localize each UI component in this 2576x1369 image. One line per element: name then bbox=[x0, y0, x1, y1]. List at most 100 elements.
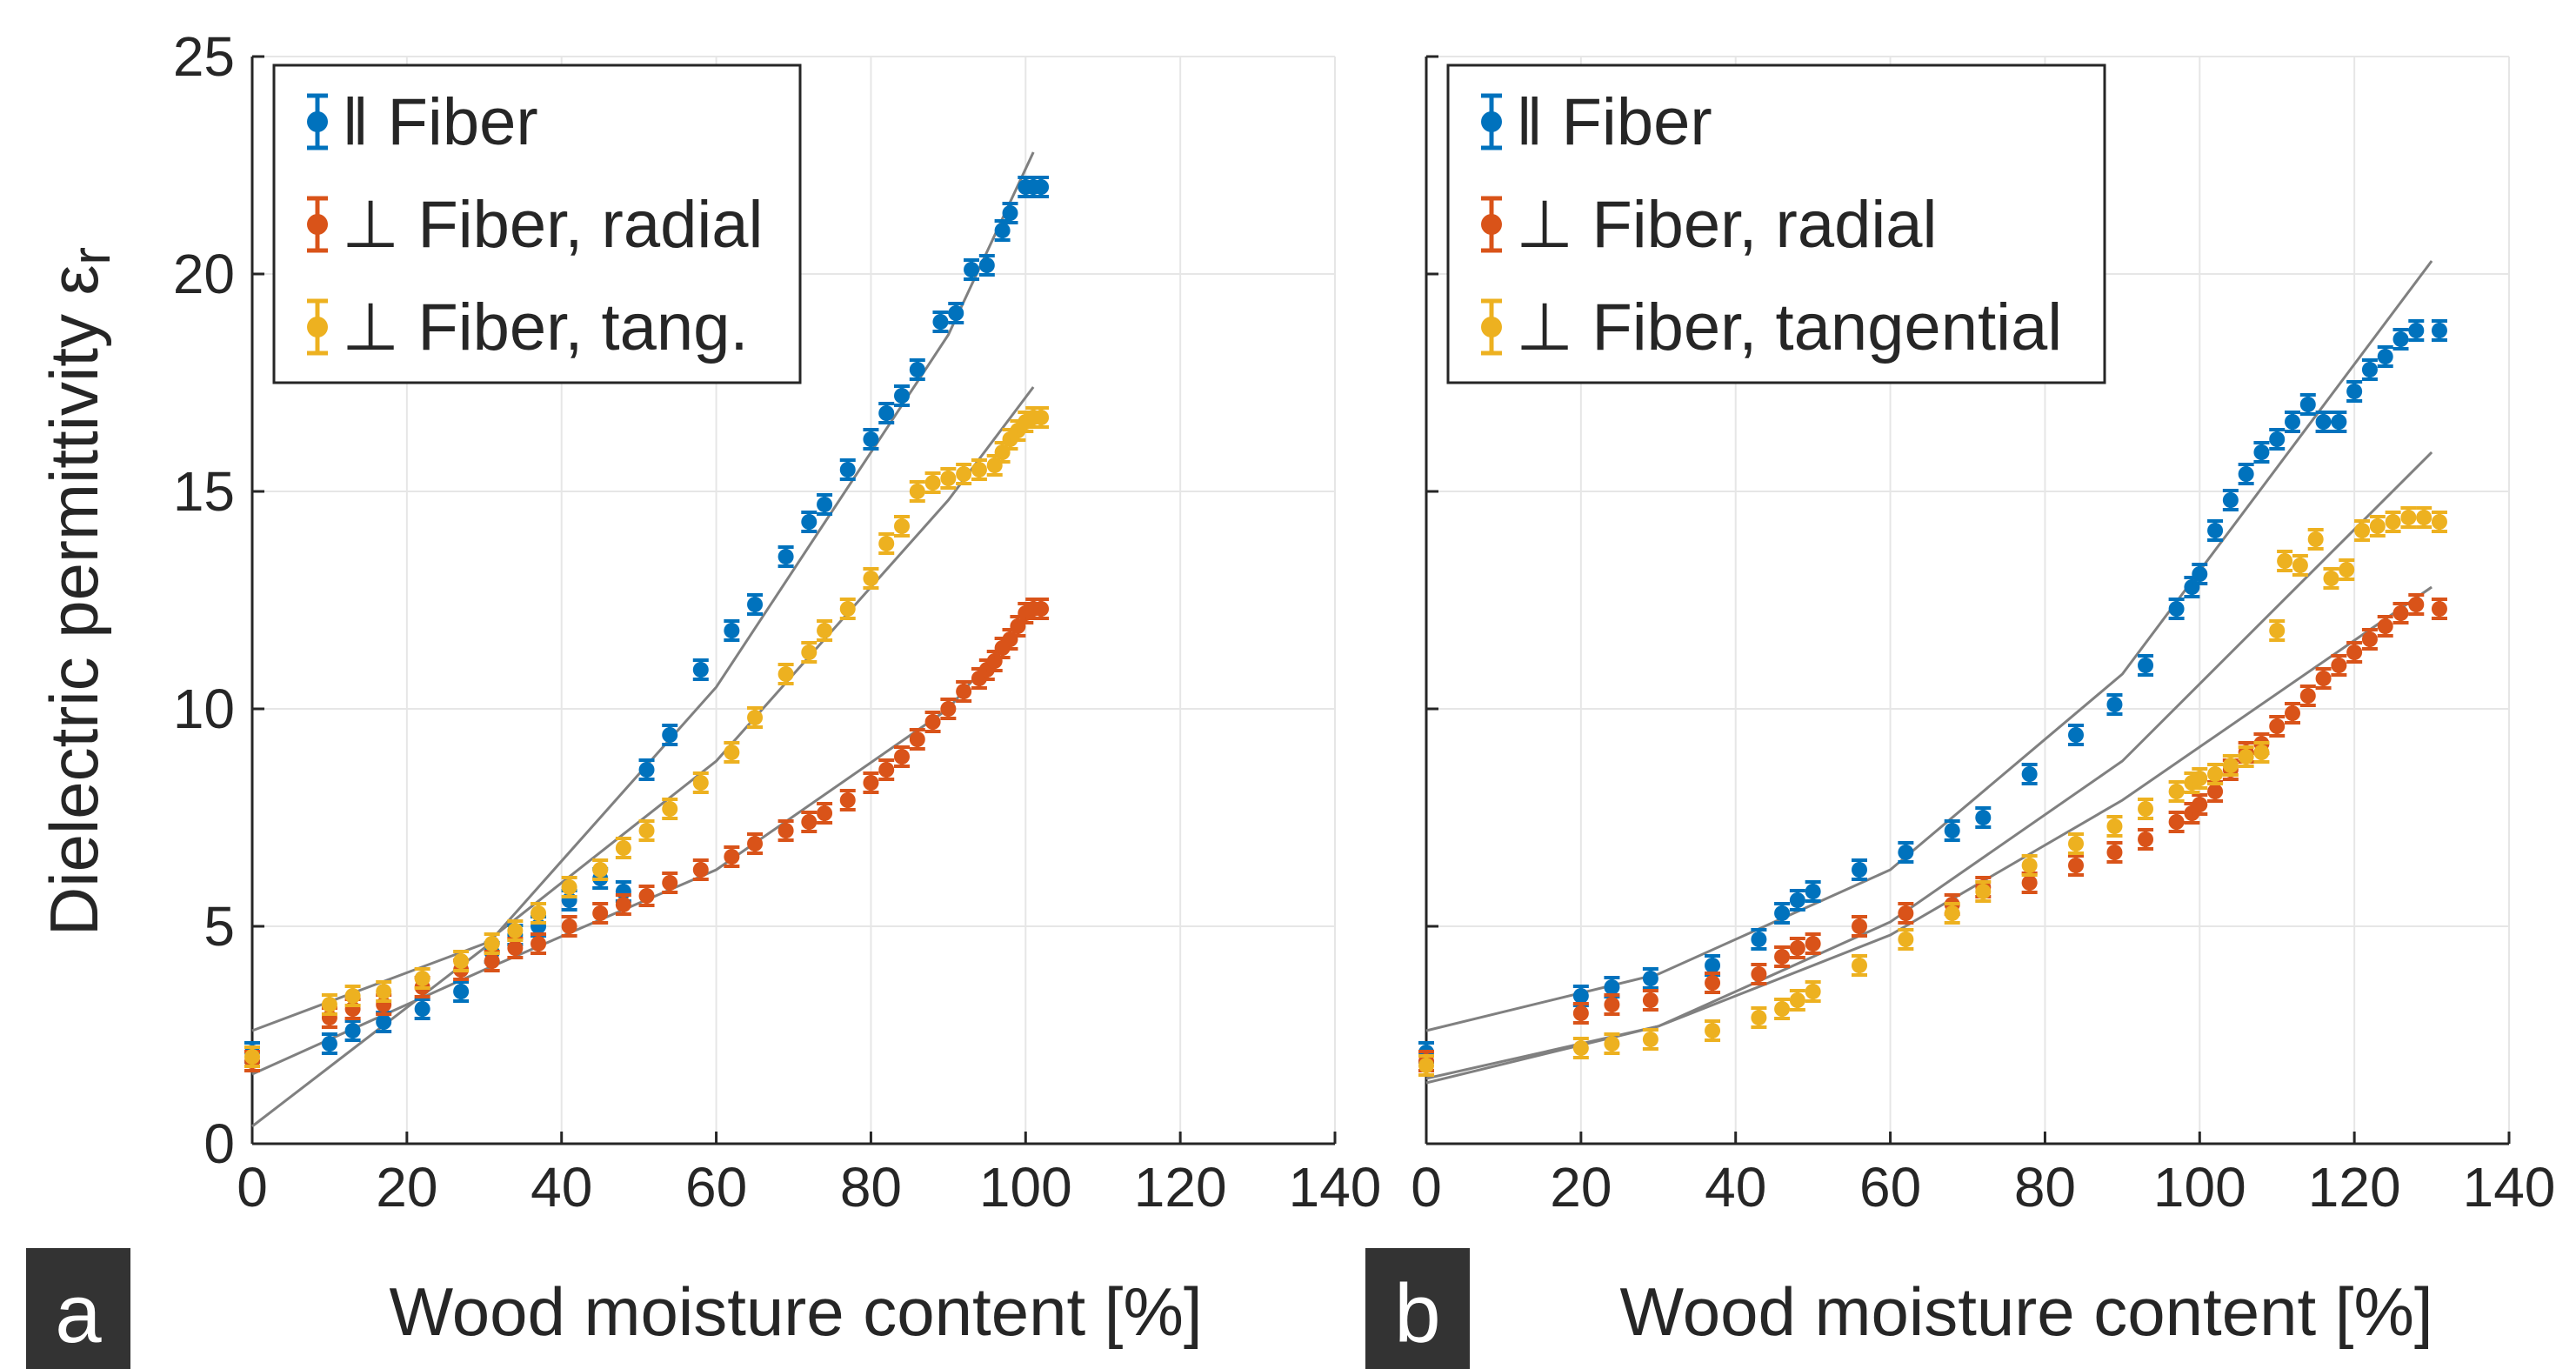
data-point bbox=[971, 458, 987, 481]
data-point bbox=[2369, 515, 2386, 538]
data-point bbox=[924, 471, 941, 494]
data-point bbox=[1705, 972, 1721, 994]
data-point bbox=[1774, 998, 1791, 1020]
panel-letter: b bbox=[1394, 1267, 1440, 1360]
legend-marker bbox=[307, 196, 328, 253]
panel-a-chart: 0 20 40 60 80 100 120 140 0 5 10 15 20 25 Wood moistur… bbox=[26, 25, 1381, 1369]
data-point bbox=[2354, 519, 2371, 542]
data-point bbox=[994, 441, 1011, 464]
legend-box bbox=[1446, 63, 2106, 384]
data-point bbox=[2392, 328, 2409, 351]
data-point bbox=[2361, 628, 2378, 651]
data-point bbox=[817, 493, 833, 516]
legend: ‖ Fiber ⊥ Fiber, radial ⊥ Fiber, tangentia… bbox=[1446, 63, 2106, 384]
data-point bbox=[414, 967, 430, 990]
data-point bbox=[948, 302, 964, 324]
data-point bbox=[1751, 1006, 1767, 1029]
data-point bbox=[2315, 667, 2332, 690]
data-point bbox=[1572, 1037, 1589, 1059]
panel-letter: a bbox=[55, 1267, 102, 1360]
data-point bbox=[878, 402, 895, 424]
data-point bbox=[376, 980, 392, 1003]
data-point bbox=[615, 837, 631, 859]
data-point bbox=[909, 728, 925, 751]
y-tick-label: 10 bbox=[173, 678, 235, 740]
data-point bbox=[1033, 598, 1050, 620]
data-point bbox=[592, 902, 609, 925]
data-point bbox=[592, 858, 609, 881]
legend-marker bbox=[1481, 93, 1502, 150]
data-point bbox=[2416, 506, 2433, 529]
data-point bbox=[1789, 889, 1805, 912]
data-point bbox=[2408, 593, 2425, 616]
data-point bbox=[662, 798, 678, 820]
data-point bbox=[839, 458, 856, 481]
data-point bbox=[2192, 563, 2208, 585]
x-tick-label: 60 bbox=[1859, 1156, 1921, 1219]
data-point bbox=[724, 741, 740, 764]
data-point bbox=[692, 858, 709, 881]
x-tick-label: 40 bbox=[531, 1156, 592, 1219]
data-point bbox=[1751, 928, 1767, 951]
data-point bbox=[978, 254, 995, 277]
data-point bbox=[1975, 806, 1992, 829]
data-point bbox=[747, 832, 764, 855]
data-point bbox=[2222, 754, 2239, 777]
data-point bbox=[924, 711, 941, 733]
x-tick-label: 80 bbox=[840, 1156, 902, 1219]
data-point bbox=[638, 758, 655, 781]
data-point bbox=[1898, 928, 1914, 951]
data-point bbox=[801, 811, 818, 833]
data-point bbox=[1789, 937, 1805, 959]
x-tick-label: 60 bbox=[685, 1156, 747, 1219]
data-point bbox=[638, 819, 655, 842]
data-point bbox=[940, 698, 957, 720]
data-point bbox=[878, 758, 895, 781]
data-point bbox=[1852, 954, 1867, 977]
data-point bbox=[2192, 793, 2208, 816]
data-point bbox=[2292, 554, 2308, 577]
data-point bbox=[2400, 506, 2417, 529]
data-point bbox=[801, 511, 818, 533]
data-point bbox=[1002, 202, 1018, 224]
data-point bbox=[747, 593, 764, 616]
data-point bbox=[1805, 932, 1821, 955]
x-tick-label: 0 bbox=[1411, 1156, 1442, 1219]
data-point bbox=[561, 915, 577, 938]
y-axis-label: Dielectric permittivity εr bbox=[36, 247, 122, 936]
data-point bbox=[561, 876, 577, 898]
data-point bbox=[2299, 393, 2316, 416]
data-point bbox=[1642, 1028, 1658, 1051]
data-point bbox=[863, 567, 879, 590]
x-tick-label: 20 bbox=[1550, 1156, 1612, 1219]
data-point bbox=[1944, 819, 1960, 842]
x-tick-label: 140 bbox=[1289, 1156, 1382, 1219]
data-point bbox=[1033, 176, 1050, 198]
data-point bbox=[692, 771, 709, 794]
data-point bbox=[2192, 767, 2208, 790]
data-point bbox=[2323, 567, 2339, 590]
data-point bbox=[2253, 741, 2270, 764]
data-point bbox=[2299, 684, 2316, 707]
data-point bbox=[1774, 902, 1791, 925]
data-point bbox=[2238, 463, 2254, 485]
data-point bbox=[839, 789, 856, 811]
data-point bbox=[244, 1045, 260, 1068]
data-point bbox=[2339, 558, 2355, 581]
data-point bbox=[453, 950, 470, 972]
data-point bbox=[2307, 528, 2324, 551]
x-tick-label: 0 bbox=[237, 1156, 268, 1219]
data-point bbox=[2068, 724, 2084, 746]
data-point bbox=[615, 893, 631, 916]
x-tick-label: 140 bbox=[2463, 1156, 2556, 1219]
panel-b-chart: 0 20 40 60 80 100 120 140 Wood moisture content … bbox=[1365, 55, 2556, 1369]
data-point bbox=[2331, 654, 2347, 677]
data-point bbox=[1418, 1054, 1434, 1077]
legend: ‖ Fiber ⊥ Fiber, radial ⊥ Fiber, tang. bbox=[272, 63, 802, 384]
data-point bbox=[801, 641, 818, 664]
data-point bbox=[1572, 1002, 1589, 1025]
data-point bbox=[531, 902, 547, 925]
data-point bbox=[507, 919, 524, 942]
data-point bbox=[956, 463, 972, 485]
x-tick-label: 20 bbox=[376, 1156, 437, 1219]
